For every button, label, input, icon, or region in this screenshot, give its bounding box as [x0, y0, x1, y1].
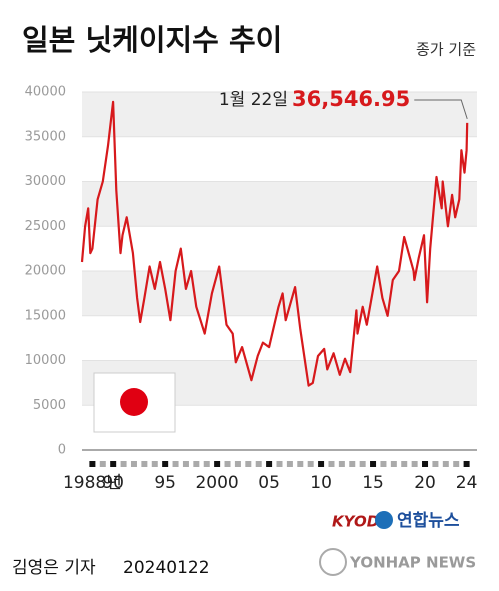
grid-band: [82, 271, 477, 316]
timeline-square: [266, 461, 273, 467]
line: [80, 100, 469, 387]
timeline-square: [338, 461, 345, 467]
subtitle: 종가 기준: [416, 41, 476, 59]
timeline-square: [349, 461, 356, 467]
timeline-square: [245, 461, 252, 467]
timeline-square: [286, 461, 293, 467]
timeline-square: [224, 461, 231, 467]
reporter: 김영은 기자: [12, 558, 96, 578]
timeline-square: [297, 461, 304, 467]
logo-icon: [375, 511, 393, 529]
y-tick-label: 20000: [25, 264, 66, 279]
annotation-date: 1월 22일: [219, 90, 288, 110]
leader-line: [414, 99, 468, 120]
timeline-square: [453, 461, 460, 467]
timeline-square: [463, 461, 470, 467]
timeline-square: [380, 461, 387, 467]
timeline-square: [89, 461, 96, 467]
timeline-square: [99, 461, 106, 467]
x-tick-label: 24: [456, 473, 478, 493]
x-tick-label: 10: [310, 473, 332, 493]
x-tick-label: 2000: [195, 473, 238, 493]
timeline-square: [120, 461, 127, 467]
timeline-square: [193, 461, 200, 467]
timeline-square: [182, 461, 189, 467]
x-tick-label: 20: [414, 473, 436, 493]
timeline-square: [390, 461, 397, 467]
watermark: YONHAP NEWS: [349, 554, 476, 572]
timeline-square: [234, 461, 241, 467]
flag-circle: [120, 388, 148, 416]
x-tick-label: 1988년: [63, 473, 122, 493]
y-tick-label: 5000: [33, 398, 66, 413]
y-tick-label: 25000: [25, 219, 66, 234]
timeline-square: [203, 461, 210, 467]
timeline-square: [141, 461, 148, 467]
date: 20240122: [123, 558, 210, 578]
y-tick-label: 35000: [25, 129, 66, 144]
timeline-square: [370, 461, 377, 467]
timeline-square: [172, 461, 179, 467]
y-tick-label: 0: [58, 443, 66, 458]
x-tick-label: 05: [258, 473, 280, 493]
x-tick-label: 15: [362, 473, 384, 493]
timeline-square: [307, 461, 314, 467]
timeline-square: [422, 461, 429, 467]
timeline-square: [255, 461, 262, 467]
y-tick-label: 15000: [25, 308, 66, 323]
chart-title: 일본 닛케이지수 추이: [22, 23, 282, 57]
timeline-square: [276, 461, 283, 467]
grid-band: [82, 181, 477, 227]
x-tick-label: 90: [102, 473, 124, 493]
timeline-square: [411, 461, 418, 467]
timeline-square: [110, 461, 117, 467]
timeline-square: [162, 461, 169, 467]
timeline-square: [328, 461, 335, 467]
bands: [82, 91, 477, 451]
timeline-square: [214, 461, 221, 467]
timeline: [89, 461, 470, 467]
x-tick-label: 95: [154, 473, 176, 493]
timeline-square: [130, 461, 137, 467]
annotation-value: 36,546.95: [292, 87, 410, 111]
y-tick-label: 10000: [25, 353, 66, 368]
timeline-square: [442, 461, 449, 467]
y-tick-label: 30000: [25, 174, 66, 189]
grid-band: [82, 92, 477, 137]
timeline-square: [151, 461, 158, 467]
timeline-square: [432, 461, 439, 467]
timeline-square: [401, 461, 408, 467]
logo-yonhap: 연합뉴스: [397, 510, 460, 531]
watermark-icon: [319, 548, 347, 576]
y-tick-label: 40000: [25, 85, 66, 100]
timeline-square: [318, 461, 325, 467]
timeline-square: [359, 461, 366, 467]
